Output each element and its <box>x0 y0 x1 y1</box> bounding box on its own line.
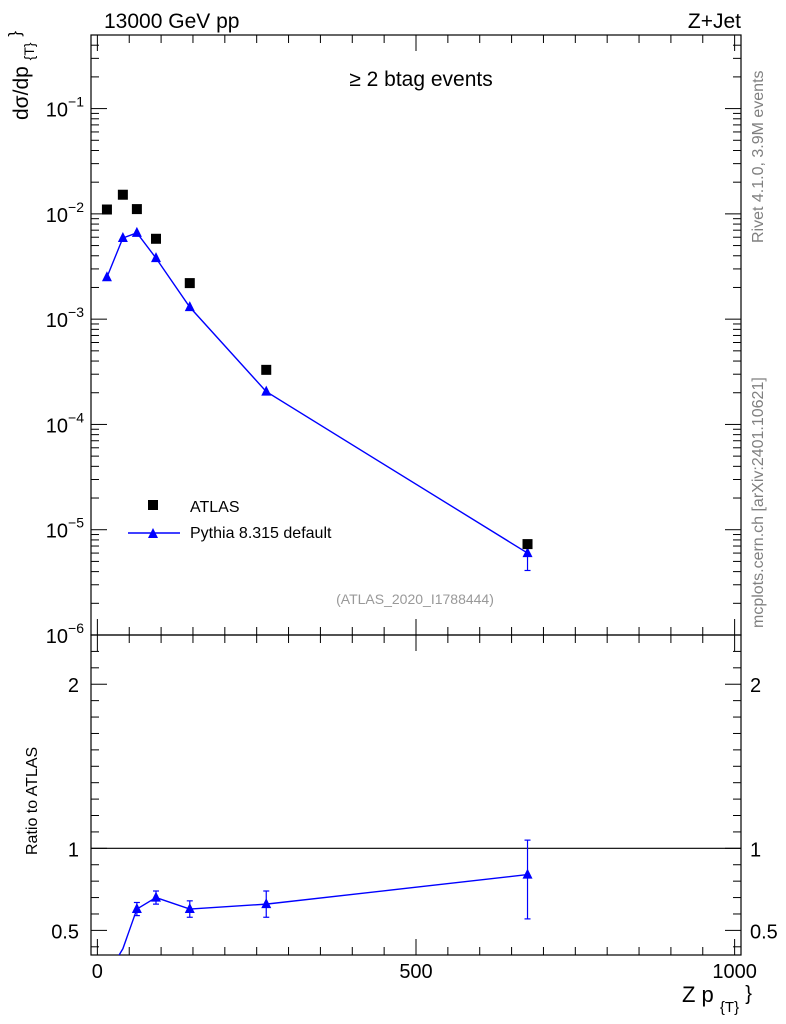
ratio-y-tick-labels: 0.5 0.5 1 1 2 2 <box>51 675 778 943</box>
main-y-tick-label-base: 10 <box>46 626 68 648</box>
main-y-tick-label: 10−4 <box>46 409 84 437</box>
legend-pythia-marker <box>148 528 158 538</box>
legend: ATLAS Pythia 8.315 default <box>128 499 332 542</box>
main-y-tick-label-base: 10 <box>46 310 68 332</box>
atlas-point <box>151 233 161 244</box>
x-tick-label: 1000 <box>712 961 757 983</box>
analysis-watermark: (ATLAS_2020_I1788444) <box>336 591 494 607</box>
main-y-axis-label-brace: } <box>5 31 24 37</box>
ratio-y-axis-label: Ratio to ATLAS <box>24 747 41 855</box>
legend-atlas-label: ATLAS <box>190 499 240 516</box>
energy-label: 13000 GeV pp <box>104 10 239 33</box>
atlas-point <box>131 204 142 215</box>
atlas-point <box>117 189 128 200</box>
main-y-tick-label: 10−6 <box>46 620 84 648</box>
main-y-axis-label-sub: {T} <box>21 42 37 60</box>
pythia-ratio-point <box>131 903 142 914</box>
main-y-tick-label-base: 10 <box>46 100 68 122</box>
atlas-point <box>522 539 533 550</box>
x-axis-label-sub: {T} <box>720 999 739 1016</box>
main-y-tick-label: 10−5 <box>46 515 84 543</box>
x-tick-label: 0 <box>92 961 103 983</box>
legend-atlas-marker <box>148 500 158 510</box>
pythia-line <box>106 232 528 554</box>
ratio-y-tick-label-right: 2 <box>750 675 761 697</box>
pythia-series <box>101 226 533 572</box>
ratio-y-tick-label-right: 1 <box>750 839 761 861</box>
pythia-ratio-point <box>522 868 533 879</box>
main-y-tick-label: 10−3 <box>46 304 84 332</box>
main-y-tick-label-exp: −6 <box>68 620 84 636</box>
legend-pythia-label: Pythia 8.315 default <box>190 525 332 542</box>
ratio-y-ticks <box>91 650 741 948</box>
rivet-version-label: Rivet 4.1.0, 3.9M events <box>750 70 767 243</box>
atlas-point <box>184 278 195 289</box>
main-y-tick-labels: 10−610−510−410−310−210−1 <box>46 94 84 648</box>
main-y-tick-label-exp: −2 <box>68 199 84 215</box>
x-axis-label: Z p {T} } <box>682 982 752 1017</box>
pythia-point <box>131 226 142 237</box>
atlas-point <box>261 364 272 375</box>
panel-title: ≥ 2 btag events <box>349 68 492 91</box>
main-y-tick-label: 10−1 <box>46 94 84 122</box>
pythia-point <box>151 252 161 263</box>
main-y-tick-label-base: 10 <box>46 205 68 227</box>
process-label: Z+Jet <box>688 10 741 33</box>
pythia-point <box>522 547 533 558</box>
ratio-x-ticks <box>96 635 736 955</box>
pythia-point <box>184 301 195 312</box>
pythia-ratio-point <box>261 898 272 909</box>
main-y-tick-label-exp: −3 <box>68 304 84 320</box>
pythia-ratio-line <box>118 873 528 955</box>
source-label: mcplots.cern.ch [arXiv:2401.10621] <box>750 377 767 628</box>
main-y-tick-label-exp: −1 <box>68 94 84 110</box>
main-x-ticks <box>96 35 736 635</box>
main-y-tick-label-base: 10 <box>46 521 68 543</box>
ratio-y-tick-label: 2 <box>68 675 79 697</box>
x-tick-label: 500 <box>399 961 432 983</box>
main-y-axis-label: dσ/dp {T} } <box>5 31 39 120</box>
main-y-tick-label-base: 10 <box>46 415 68 437</box>
ratio-y-tick-label: 0.5 <box>51 921 79 943</box>
pythia-point <box>117 231 128 242</box>
pythia-point <box>101 271 112 282</box>
main-y-axis-label-text: dσ/dp <box>10 66 33 120</box>
main-y-tick-label: 10−2 <box>46 199 84 227</box>
pythia-ratio-point <box>151 891 161 902</box>
pythia-point <box>261 385 272 396</box>
atlas-series <box>101 189 533 550</box>
main-y-tick-label-exp: −4 <box>68 409 84 425</box>
pythia-ratio-series <box>118 839 533 955</box>
main-y-tick-label-exp: −5 <box>68 515 84 531</box>
ratio-y-tick-label: 1 <box>68 839 79 861</box>
ratio-x-tick-labels: 0 500 1000 <box>92 961 757 983</box>
main-y-ticks <box>91 34 741 636</box>
atlas-point <box>101 204 112 215</box>
x-axis-label-brace: } <box>745 983 752 1005</box>
main-plot-frame <box>90 34 742 636</box>
ratio-y-tick-label-right: 0.5 <box>750 921 778 943</box>
x-axis-label-text: Z p <box>682 982 714 1007</box>
pythia-ratio-point <box>184 903 195 914</box>
